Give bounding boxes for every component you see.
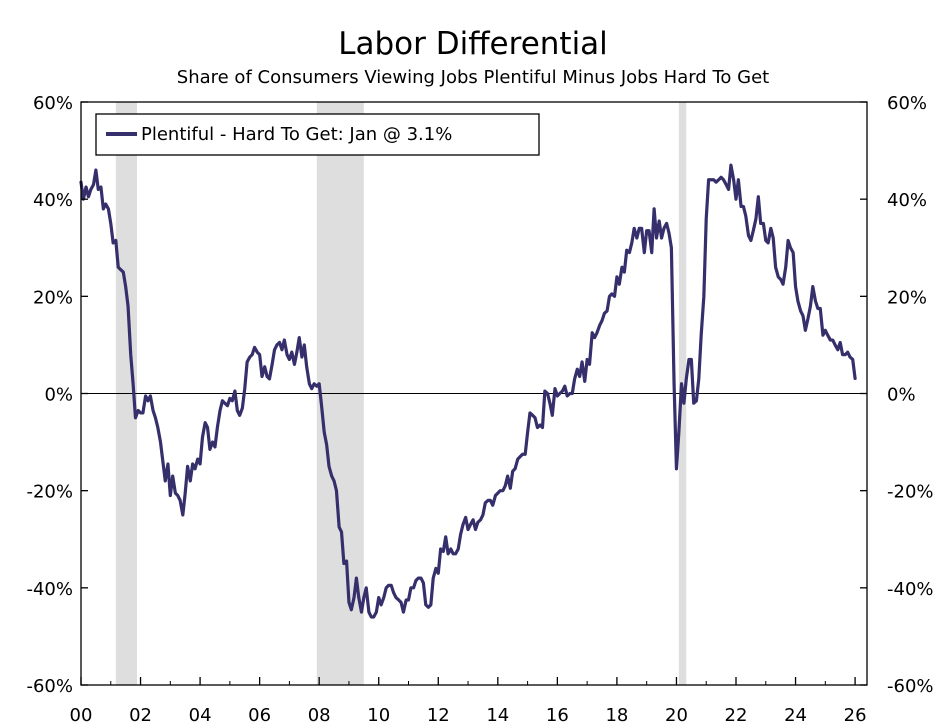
legend-box bbox=[95, 113, 540, 156]
x-tick-label: 04 bbox=[189, 705, 212, 726]
series-layer bbox=[79, 163, 857, 619]
x-tick-label: 24 bbox=[784, 705, 807, 726]
y-tick-label-right: -40% bbox=[887, 579, 934, 600]
x-tick-label: 08 bbox=[308, 705, 331, 726]
y-tick-label-left: 60% bbox=[33, 93, 73, 114]
y-tick-label-left: 40% bbox=[33, 190, 73, 211]
y-tick-label-right: 60% bbox=[887, 93, 927, 114]
x-tick-label: 20 bbox=[665, 705, 688, 726]
y-tick-label-right: 40% bbox=[887, 190, 927, 211]
series-line-0 bbox=[79, 163, 857, 619]
y-tick-label-left: 0% bbox=[44, 385, 73, 406]
y-tick-label-right: 20% bbox=[887, 287, 927, 308]
y-tick-label-left: -60% bbox=[26, 676, 73, 697]
x-tick-label: 12 bbox=[427, 705, 450, 726]
x-tick-label: 10 bbox=[367, 705, 390, 726]
legend: Plentiful - Hard To Get: Jan @ 3.1% bbox=[95, 113, 540, 156]
x-tick-label: 16 bbox=[546, 705, 569, 726]
y-tick-label-left: 20% bbox=[33, 287, 73, 308]
y-tick-label-left: -40% bbox=[26, 579, 73, 600]
x-tick-label: 00 bbox=[70, 705, 93, 726]
y-tick-label-right: -60% bbox=[887, 676, 934, 697]
y-tick-label-right: -20% bbox=[887, 482, 934, 503]
y-tick-label-left: -20% bbox=[26, 482, 73, 503]
legend-label: Plentiful - Hard To Get: Jan @ 3.1% bbox=[141, 124, 452, 145]
x-tick-label: 14 bbox=[486, 705, 509, 726]
x-tick-label: 18 bbox=[605, 705, 628, 726]
x-tick-label: 26 bbox=[844, 705, 867, 726]
chart-subtitle: Share of Consumers Viewing Jobs Plentifu… bbox=[177, 67, 769, 88]
x-tick-label: 22 bbox=[725, 705, 748, 726]
chart-title: Labor Differential bbox=[338, 26, 608, 62]
y-tick-label-right: 0% bbox=[887, 385, 916, 406]
axis-layer: -60% -60% -40% -40% -20% -20% 0% 0% 20% 20% 40% 40%… bbox=[26, 93, 933, 726]
x-tick-label: 06 bbox=[248, 705, 271, 726]
x-tick-label: 02 bbox=[129, 705, 152, 726]
